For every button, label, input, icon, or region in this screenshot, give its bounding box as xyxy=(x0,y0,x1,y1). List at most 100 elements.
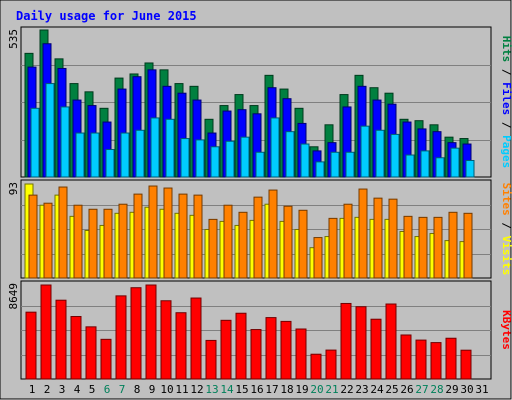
pages-bar xyxy=(90,132,100,178)
day-axis: 1 2 3 4 5 6 7 8 9 10 11 12 13 14 15 16 17 18 19 20 21 22 23 24 2… xyxy=(29,383,489,396)
sites-bar xyxy=(193,194,203,279)
pages-bar xyxy=(210,146,220,178)
sites-bar xyxy=(118,203,128,279)
pages-bar xyxy=(30,107,40,178)
day-tick-label: 13 xyxy=(205,383,218,396)
day-tick-label: 4 xyxy=(74,383,81,396)
pages-bar xyxy=(420,150,430,178)
kbytes-bar xyxy=(55,299,67,380)
day-tick-label: 14 xyxy=(220,383,234,396)
sites-bar xyxy=(253,196,263,279)
kbytes-bar xyxy=(235,312,247,380)
sites-bar xyxy=(163,187,173,279)
sites-bar xyxy=(238,211,248,279)
day-tick-label: 8 xyxy=(134,383,141,396)
day-tick-label: 16 xyxy=(250,383,263,396)
pages-bar xyxy=(225,140,235,178)
pages-bar xyxy=(315,161,325,178)
kbytes-bar xyxy=(265,317,277,380)
day-tick-label: 6 xyxy=(104,383,111,396)
kbytes-bar xyxy=(70,316,82,380)
kbytes-bar xyxy=(205,339,217,380)
kbytes-bar xyxy=(415,339,427,380)
pages-bar xyxy=(465,160,475,178)
day-tick-label: 3 xyxy=(59,383,66,396)
kbytes-bar xyxy=(100,338,112,380)
legend-visits: Visits xyxy=(500,236,512,276)
sites-bar xyxy=(178,193,188,279)
sites-bar xyxy=(403,215,413,279)
day-tick-label: 9 xyxy=(149,383,156,396)
day-tick-label: 29 xyxy=(445,383,458,396)
kbytes-bar xyxy=(400,334,412,380)
legend-sites: Sites xyxy=(500,183,512,216)
panel3-ymax-label: 8649 xyxy=(7,283,20,310)
pages-bar xyxy=(180,138,190,178)
kbytes-bar xyxy=(175,312,187,380)
pages-bar xyxy=(375,129,385,178)
kbytes-bar xyxy=(280,320,292,380)
day-tick-label: 19 xyxy=(295,383,308,396)
sites-bar xyxy=(433,216,443,279)
chart-title: Daily usage for June 2015 xyxy=(16,9,197,23)
pages-bar xyxy=(120,132,130,178)
day-tick-label: 27 xyxy=(415,383,428,396)
pages-bar xyxy=(390,133,400,178)
day-tick-label: 7 xyxy=(119,383,126,396)
sites-visits-panel: 93 Sites / Visits xyxy=(7,179,512,279)
pages-files-hits-panel: 535 Hits / Files / Pages xyxy=(7,26,512,178)
day-tick-label: 25 xyxy=(385,383,398,396)
kbytes-bar xyxy=(190,297,202,380)
day-tick-label: 2 xyxy=(44,383,51,396)
legend-hits: Hits xyxy=(500,36,512,63)
kbytes-bar xyxy=(460,349,472,380)
pages-bar xyxy=(150,117,160,178)
day-tick-label: 10 xyxy=(160,383,173,396)
sites-bar xyxy=(343,203,353,279)
kbytes-bar xyxy=(220,319,232,380)
kbytes-bar xyxy=(40,284,52,380)
day-tick-label: 28 xyxy=(430,383,443,396)
sites-bar xyxy=(73,204,83,279)
pages-bar xyxy=(75,132,85,178)
panel1-legend: Hits / Files / Pages xyxy=(500,36,512,169)
kbytes-bar xyxy=(340,302,352,380)
kbytes-bar xyxy=(325,349,337,380)
pages-bar xyxy=(450,147,460,178)
pages-bar xyxy=(435,157,445,178)
sites-bar xyxy=(463,212,473,279)
pages-bar xyxy=(105,149,115,178)
day-tick-label: 30 xyxy=(460,383,473,396)
day-tick-label: 31 xyxy=(475,383,488,396)
day-tick-label: 20 xyxy=(310,383,323,396)
kbytes-bar xyxy=(145,284,157,380)
sites-bar xyxy=(148,185,158,279)
legend-files: Files xyxy=(500,82,512,115)
kbytes-bar xyxy=(385,303,397,380)
pages-bar xyxy=(285,131,295,178)
day-tick-label: 21 xyxy=(325,383,338,396)
kbytes-bar xyxy=(115,295,127,380)
day-tick-label: 26 xyxy=(400,383,413,396)
sites-bar xyxy=(88,208,98,279)
sites-bar xyxy=(28,194,38,279)
kbytes-bar xyxy=(85,326,97,380)
kbytes-bar xyxy=(370,318,382,380)
kbytes-bar xyxy=(430,342,442,380)
kbytes-bar xyxy=(250,329,262,380)
sites-bar xyxy=(298,209,308,279)
sites-bar xyxy=(58,186,68,279)
sites-bar xyxy=(328,217,338,279)
sites-bar xyxy=(313,237,323,279)
sites-bar xyxy=(223,204,233,279)
day-tick-label: 18 xyxy=(280,383,293,396)
pages-bar xyxy=(60,106,70,178)
day-tick-label: 23 xyxy=(355,383,368,396)
day-tick-label: 24 xyxy=(370,383,384,396)
pages-bar xyxy=(405,154,415,178)
day-tick-label: 12 xyxy=(190,383,203,396)
panel1-ymax-label: 535 xyxy=(7,29,20,49)
kbytes-bar xyxy=(130,287,142,380)
kbytes-bar xyxy=(445,337,457,380)
pages-bar xyxy=(165,118,175,178)
